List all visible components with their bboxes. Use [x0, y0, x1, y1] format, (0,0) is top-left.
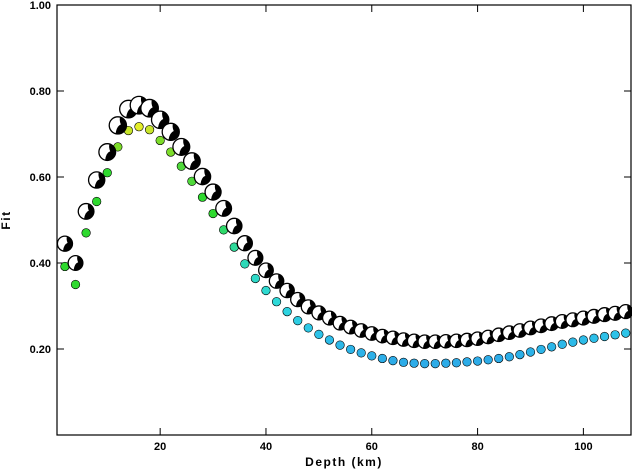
data-markers	[56, 95, 632, 369]
y-tick-label: 1.00	[30, 0, 51, 12]
fit-circle-point	[271, 297, 282, 307]
beachball-point	[77, 202, 95, 220]
y-tick-label: 0.20	[30, 344, 51, 356]
fit-circle-point	[525, 347, 536, 357]
beachball-point	[204, 183, 222, 201]
fit-circle-point	[70, 279, 81, 290]
x-tick-label: 60	[366, 441, 378, 453]
fit-circle-point	[250, 273, 260, 284]
y-tick-label: 0.80	[30, 86, 51, 98]
beachball-point	[258, 262, 274, 279]
beachball-point	[161, 122, 180, 142]
fit-circle-point	[346, 344, 356, 355]
beachball-point	[108, 116, 128, 135]
fit-circle-point	[621, 328, 631, 338]
fit-circle-point	[314, 329, 324, 339]
fit-circle-point	[398, 357, 409, 367]
fit-circle-point	[81, 228, 91, 238]
fit-circle-point	[324, 335, 335, 345]
fit-circle-point	[599, 331, 610, 342]
fit-circle-point	[430, 359, 440, 369]
fit-circle-point	[547, 342, 557, 352]
beachball-point	[236, 235, 254, 252]
y-tick-label: 0.60	[30, 172, 51, 184]
beachball-point	[67, 254, 84, 272]
fit-circle-point	[557, 339, 567, 349]
x-tick-label: 40	[260, 441, 272, 453]
x-tick-label: 20	[154, 441, 166, 453]
beachball-point	[56, 235, 74, 252]
beachball-point	[193, 167, 212, 186]
fit-circle-point	[494, 353, 504, 364]
fit-circle-point	[462, 357, 472, 367]
fit-circle-point	[441, 358, 451, 368]
axis-ticks: 20 40 60 80 100 0.20 0.40 0.60 0.80 1.00	[30, 0, 631, 453]
beachball-point	[279, 282, 295, 299]
fit-circle-point	[102, 168, 112, 178]
x-tick-label: 100	[574, 441, 592, 453]
fit-circle-point	[451, 358, 462, 368]
fit-circle-point	[144, 125, 155, 135]
fit-circle-point	[504, 352, 514, 362]
fit-circle-point	[568, 337, 578, 347]
fit-circle-point	[536, 344, 546, 355]
fit-circle-point	[515, 349, 525, 360]
fit-circle-point	[377, 353, 387, 364]
fit-circle-point	[240, 259, 250, 269]
fit-circle-point	[420, 359, 430, 369]
beachball-point	[182, 152, 201, 171]
fit-circle-point	[303, 323, 313, 333]
x-tick-label: 80	[471, 441, 483, 453]
y-tick-label: 0.40	[30, 258, 51, 270]
fit-circle-point	[388, 356, 398, 366]
fit-circle-point	[293, 316, 303, 326]
fit-circle-point	[610, 330, 620, 340]
fit-circle-point	[578, 335, 588, 345]
fit-circle-point	[261, 285, 271, 296]
beachball-point	[98, 143, 117, 162]
fit-circle-point	[335, 340, 345, 350]
fit-circle-point	[92, 196, 102, 207]
fit-circle-point	[589, 333, 599, 343]
fit-circle-point	[356, 348, 366, 358]
plot-frame	[56, 4, 632, 436]
fit-circle-point	[155, 135, 165, 146]
beachball-point	[385, 330, 401, 346]
beachball-point	[87, 171, 106, 189]
y-axis-title: Fit	[0, 210, 13, 229]
beachball-point	[225, 217, 243, 235]
fit-circle-point	[472, 356, 483, 366]
beachball-point	[247, 249, 264, 266]
fit-circle-point	[483, 355, 493, 365]
fit-circle-point	[134, 122, 144, 132]
beachball-point	[618, 304, 632, 320]
beachball-point	[215, 199, 233, 217]
fit-circle-point	[282, 306, 292, 317]
beachball-point	[268, 273, 285, 289]
beachball-point	[172, 137, 191, 156]
fit-circle-point	[367, 351, 377, 361]
fit-circle-point	[409, 358, 419, 368]
x-axis-title: Depth (km)	[305, 455, 383, 469]
